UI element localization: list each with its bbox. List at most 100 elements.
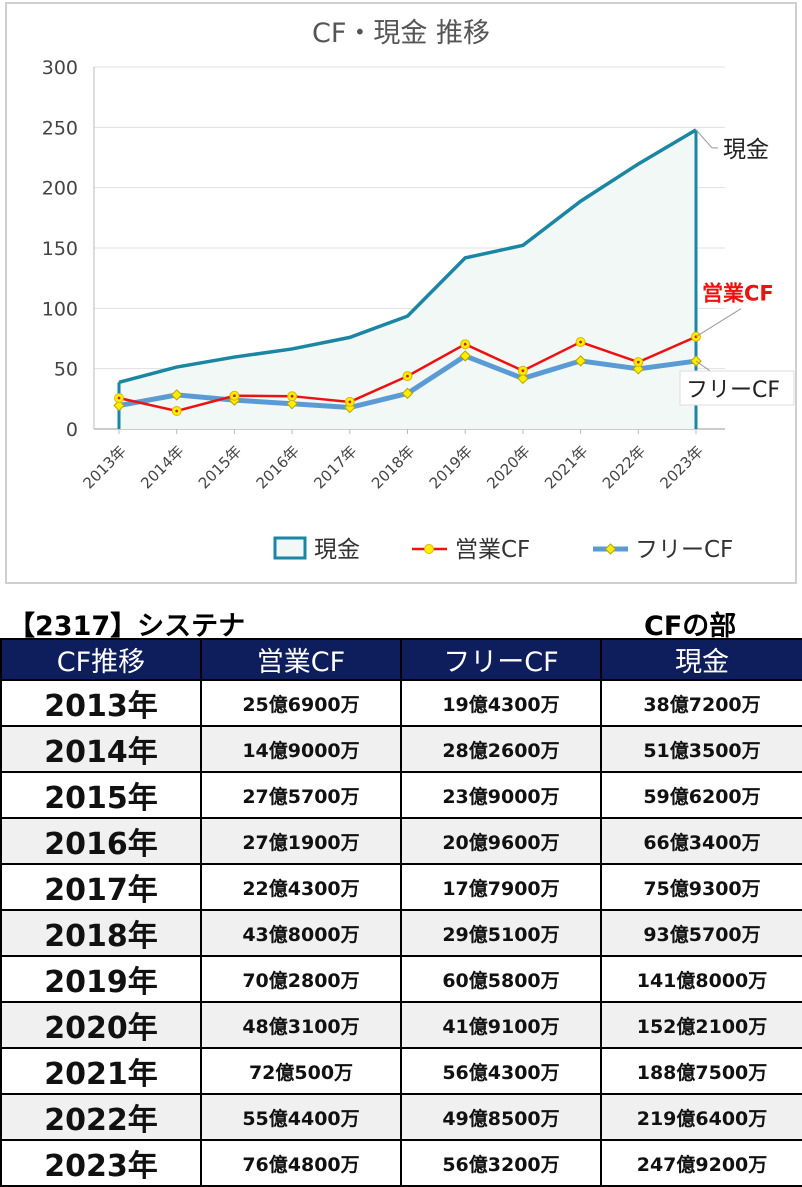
operating-cf-cell: 43億8000万 [200,909,402,957]
x-tick-label: 2022年 [599,442,649,492]
year-cell: 2013年 [0,679,202,727]
cf-table: CF推移 営業CF フリーCF 現金 2013年 25億6900万 19億4300万… [0,638,802,1187]
year-cell: 2023年 [0,1139,202,1187]
table-row: 2013年 25億6900万 19億4300万 38億7200万 [0,679,802,727]
table-row: 2014年 14億9000万 28億2600万 51億3500万 [0,725,802,773]
cash-area [119,129,696,429]
free-cf-cell: 19億4300万 [400,679,602,727]
year-cell: 2014年 [0,725,202,773]
free-cf-label-box [679,370,795,406]
x-tick-label: 2014年 [137,442,187,492]
year-cell: 2019年 [0,955,202,1003]
year-cell: 2016年 [0,817,202,865]
table-row: 2016年 27億1900万 20億9600万 66億3400万 [0,817,802,865]
operating-cf-marker-dot [636,360,640,364]
x-tick-label: 2020年 [483,442,533,492]
operating-cf-marker-dot [579,340,582,344]
cash-end-label: 現金 [723,137,769,163]
free-cf-marker [401,387,414,400]
operating-cf-cell: 22億4300万 [200,863,402,911]
operating-cf-marker-dot [521,369,525,373]
y-tick-label: 100 [42,298,78,320]
operating-cf-cell: 14億9000万 [200,725,402,773]
title-row: 【2317】システナ CFの部 [0,604,802,642]
chart-frame: CF・現金 推移 0 50 100 150 200 250 300 2013年 2014年 2015… [5,2,797,584]
header-free-cf: フリーCF [400,638,602,681]
operating-cf-cell: 55億4400万 [200,1093,402,1141]
free-cf-marker [286,398,298,410]
y-tick-label: 250 [42,117,78,139]
free-cf-cell: 28億2600万 [400,725,602,773]
cash-cell: 51億3500万 [600,725,802,773]
chart-title: CF・現金 推移 [312,18,490,49]
cash-cell: 59億6200万 [600,771,802,819]
free-cf-cell: 56億4300万 [400,1047,602,1095]
legend-operating-marker [424,544,434,554]
operating-cf-cell: 25億6900万 [200,679,402,727]
legend-cash-swatch [273,536,307,560]
operating-cf-cell: 72億500万 [200,1047,402,1095]
operating-cf-cell: 27億5700万 [200,771,402,819]
free-cf-cell: 49億8500万 [400,1093,602,1141]
year-cell: 2018年 [0,909,202,957]
operating-cf-end-label: 営業CF [702,282,774,306]
cf-cash-chart: CF・現金 推移 0 50 100 150 200 250 300 2013年 2014年 2015… [42,18,795,563]
table-row: 2022年 55億4400万 49億8500万 219億6400万 [0,1093,802,1141]
cash-cell: 219億6400万 [600,1093,802,1141]
free-cf-marker [459,350,471,362]
legend-free-label: フリーCF [635,537,733,563]
legend-operating-label: 営業CF [455,537,530,563]
operating-cf-marker-dot [290,394,294,398]
table-row: 2015年 27億5700万 23億9000万 59億6200万 [0,771,802,819]
cash-cell: 66億3400万 [600,817,802,865]
cash-cell: 75億9300万 [600,863,802,911]
free-cf-cell: 17億7900万 [400,863,602,911]
free-cf-marker [517,372,529,385]
cash-cell: 141億8000万 [600,955,802,1003]
operating-cf-marker-dot [117,396,121,400]
year-cell: 2022年 [0,1093,202,1141]
table-header-row: CF推移 営業CF フリーCF 現金 [0,638,802,681]
free-cf-cell: 60億5800万 [400,955,602,1003]
year-cell: 2020年 [0,1001,202,1049]
x-tick-label: 2023年 [656,442,706,492]
free-cf-marker [113,399,125,412]
year-cell: 2021年 [0,1047,202,1095]
free-cf-marker [170,389,183,401]
operating-cf-marker-dot [175,409,179,413]
cash-cell: 38億7200万 [600,679,802,727]
x-tick-label: 2018年 [368,442,418,492]
legend-free-marker [604,543,617,555]
free-cf-cell: 56億3200万 [400,1139,602,1187]
legend-cash-label: 現金 [314,537,360,563]
year-cell: 2017年 [0,863,202,911]
free-cf-end-label: フリーCF [686,378,780,403]
y-tick-label: 300 [42,57,78,79]
x-tick-label: 2015年 [195,442,245,492]
table-row: 2021年 72億500万 56億4300万 188億7500万 [0,1047,802,1095]
table-row: 2020年 48億3100万 41億9100万 152億2100万 [0,1001,802,1049]
y-tick-label: 200 [42,178,78,200]
header-operating-cf: 営業CF [200,638,402,681]
operating-cf-cell: 48億3100万 [200,1001,402,1049]
table-row: 2023年 76億4800万 56億3200万 247億9200万 [0,1139,802,1187]
free-cf-cell: 20億9600万 [400,817,602,865]
table-row: 2017年 22億4300万 17億7900万 75億9300万 [0,863,802,911]
operating-cf-marker-dot [348,400,352,404]
cash-cell: 247億9200万 [600,1139,802,1187]
section-title: CFの部 [644,611,737,642]
y-tick-label: 50 [54,359,78,381]
x-tick-label: 2016年 [253,442,303,492]
table-row: 2018年 43億8000万 29億5100万 93億5700万 [0,909,802,957]
free-cf-cell: 41億9100万 [400,1001,602,1049]
table-body: 2013年 25億6900万 19億4300万 38億7200万 2014年 14億900… [0,679,802,1187]
x-tick-label: 2019年 [426,442,476,492]
company-title: 【2317】システナ [8,611,246,642]
header-cf-trend: CF推移 [0,638,202,681]
x-tick-label: 2021年 [541,442,591,492]
year-cell: 2015年 [0,771,202,819]
free-cf-marker [574,355,587,367]
cash-cell: 152億2100万 [600,1001,802,1049]
header-cash: 現金 [600,638,802,681]
y-tick-label: 150 [42,238,78,260]
